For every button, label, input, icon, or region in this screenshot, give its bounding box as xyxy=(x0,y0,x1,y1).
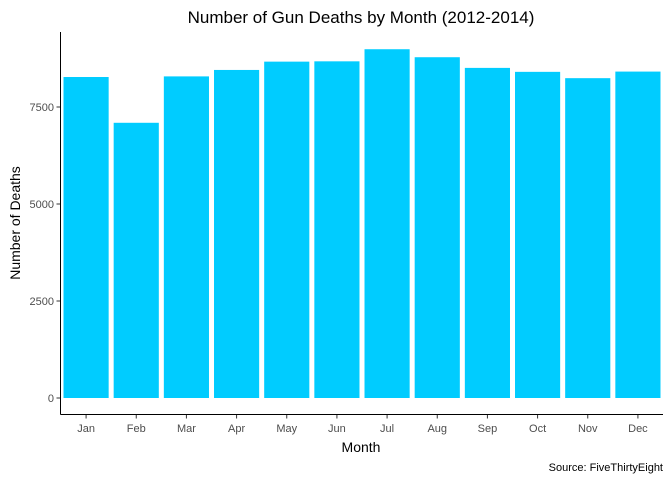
bar-aug xyxy=(414,57,460,398)
x-tick-label-jun: Jun xyxy=(328,423,346,435)
x-axis-ticks: Jan Feb Mar Apr May Jun Jul Aug Sep Oct Nov Dec xyxy=(77,414,648,435)
y-axis-title: Number of Deaths xyxy=(7,166,23,280)
bar-mar xyxy=(163,76,209,398)
x-tick-label-feb: Feb xyxy=(127,423,146,435)
bar-may xyxy=(264,61,310,398)
y-tick-label-7500: 7500 xyxy=(30,102,54,114)
y-tick-label-0: 0 xyxy=(48,393,54,405)
x-tick-label-jul: Jul xyxy=(380,423,394,435)
bar-jul xyxy=(364,49,410,398)
x-tick-label-dec: Dec xyxy=(628,423,648,435)
x-tick-label-may: May xyxy=(276,423,297,435)
bar-jan xyxy=(63,77,109,398)
x-axis-title: Month xyxy=(342,439,381,455)
x-tick-label-nov: Nov xyxy=(578,423,598,435)
bar-oct xyxy=(515,71,561,398)
chart-title: Number of Gun Deaths by Month (2012-2014… xyxy=(188,8,535,27)
bar-nov xyxy=(565,78,611,399)
bar-dec xyxy=(615,71,661,398)
x-tick-label-oct: Oct xyxy=(529,423,546,435)
x-tick-label-jan: Jan xyxy=(77,423,95,435)
y-tick-label-2500: 2500 xyxy=(30,296,54,308)
y-tick-label-5000: 5000 xyxy=(30,199,54,211)
bar-feb xyxy=(113,122,159,398)
x-tick-label-aug: Aug xyxy=(427,423,447,435)
source-caption: Source: FiveThirtyEight xyxy=(549,462,663,474)
bar-jun xyxy=(314,61,360,398)
bar-apr xyxy=(214,69,260,398)
y-axis-ticks: 0 2500 5000 7500 xyxy=(30,102,61,405)
bars-group xyxy=(63,49,661,399)
x-tick-label-apr: Apr xyxy=(228,423,245,435)
x-tick-label-sep: Sep xyxy=(478,423,498,435)
bar-sep xyxy=(464,67,510,398)
x-tick-label-mar: Mar xyxy=(177,423,196,435)
